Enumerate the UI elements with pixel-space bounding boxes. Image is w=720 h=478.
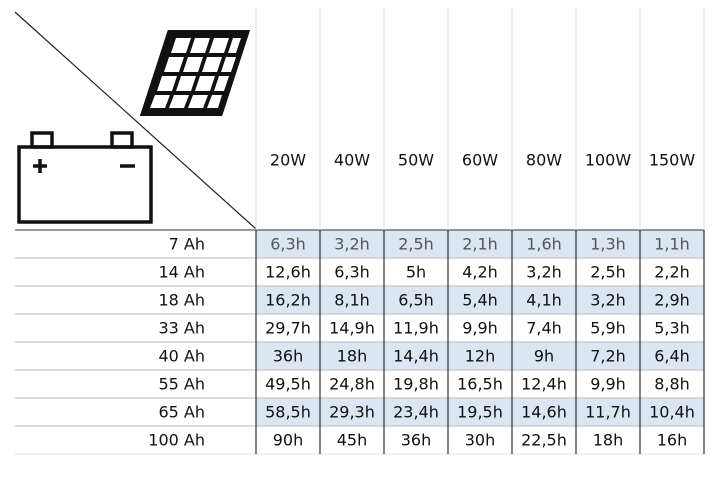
cell-value: 12,6h xyxy=(265,263,311,282)
column-header: 50W xyxy=(398,151,434,170)
cell-value: 8,1h xyxy=(334,291,370,310)
row-shade xyxy=(256,230,704,258)
cell-value: 2,5h xyxy=(398,235,434,254)
cell-value: 6,3h xyxy=(270,235,306,254)
cell-value: 18h xyxy=(593,431,624,450)
cell-value: 3,2h xyxy=(334,235,370,254)
cell-value: 5h xyxy=(406,263,426,282)
cell-value: 2,1h xyxy=(462,235,498,254)
cell-value: 6,3h xyxy=(334,263,370,282)
cell-value: 22,5h xyxy=(521,431,567,450)
cell-value: 18h xyxy=(337,347,368,366)
cell-value: 29,3h xyxy=(329,403,375,422)
cell-value: 14,6h xyxy=(521,403,567,422)
cell-value: 36h xyxy=(401,431,432,450)
cell-value: 1,1h xyxy=(654,235,690,254)
column-header: 20W xyxy=(270,151,306,170)
cell-value: 29,7h xyxy=(265,319,311,338)
cell-value: 12,4h xyxy=(521,375,567,394)
row-label: 18 Ah xyxy=(158,291,205,310)
cell-value: 36h xyxy=(273,347,304,366)
cell-value: 14,4h xyxy=(393,347,439,366)
column-header: 60W xyxy=(462,151,498,170)
row-shade xyxy=(256,342,704,370)
row-label: 65 Ah xyxy=(158,403,205,422)
solar-panel-icon xyxy=(139,30,251,116)
cell-value: 2,5h xyxy=(590,263,626,282)
row-shade xyxy=(256,398,704,426)
cell-value: 23,4h xyxy=(393,403,439,422)
column-header: 40W xyxy=(334,151,370,170)
column-header: 80W xyxy=(526,151,562,170)
cell-value: 7,2h xyxy=(590,347,626,366)
cell-value: 5,3h xyxy=(654,319,690,338)
cell-value: 10,4h xyxy=(649,403,695,422)
row-label: 40 Ah xyxy=(158,347,205,366)
cell-value: 9,9h xyxy=(462,319,498,338)
cell-value: 45h xyxy=(337,431,368,450)
row-label: 33 Ah xyxy=(158,319,205,338)
row-label: 14 Ah xyxy=(158,263,205,282)
cell-value: 49,5h xyxy=(265,375,311,394)
battery-icon xyxy=(17,131,153,224)
cell-value: 19,5h xyxy=(457,403,503,422)
row-label: 7 Ah xyxy=(169,235,205,254)
cell-value: 5,4h xyxy=(462,291,498,310)
cell-value: 4,1h xyxy=(526,291,562,310)
cell-value: 4,2h xyxy=(462,263,498,282)
cell-value: 58,5h xyxy=(265,403,311,422)
row-label: 100 Ah xyxy=(148,431,205,450)
cell-value: 14,9h xyxy=(329,319,375,338)
cell-value: 2,9h xyxy=(654,291,690,310)
row-shade xyxy=(256,286,704,314)
column-header: 150W xyxy=(649,151,696,170)
cell-value: 9,9h xyxy=(590,375,626,394)
cell-value: 3,2h xyxy=(526,263,562,282)
cell-value: 5,9h xyxy=(590,319,626,338)
cell-value: 11,9h xyxy=(393,319,439,338)
cell-value: 7,4h xyxy=(526,319,562,338)
cell-value: 11,7h xyxy=(585,403,631,422)
cell-value: 6,4h xyxy=(654,347,690,366)
cell-value: 16,5h xyxy=(457,375,503,394)
cell-value: 16h xyxy=(657,431,688,450)
cell-value: 90h xyxy=(273,431,304,450)
cell-value: 16,2h xyxy=(265,291,311,310)
column-header: 100W xyxy=(585,151,632,170)
cell-value: 6,5h xyxy=(398,291,434,310)
row-label: 55 Ah xyxy=(158,375,205,394)
cell-value: 1,3h xyxy=(590,235,626,254)
cell-value: 1,6h xyxy=(526,235,562,254)
cell-value: 19,8h xyxy=(393,375,439,394)
cell-value: 24,8h xyxy=(329,375,375,394)
cell-value: 30h xyxy=(465,431,496,450)
cell-value: 8,8h xyxy=(654,375,690,394)
cell-value: 2,2h xyxy=(654,263,690,282)
cell-value: 3,2h xyxy=(590,291,626,310)
cell-value: 9h xyxy=(534,347,554,366)
diagonal-divider xyxy=(14,11,257,230)
cell-value: 12h xyxy=(465,347,496,366)
